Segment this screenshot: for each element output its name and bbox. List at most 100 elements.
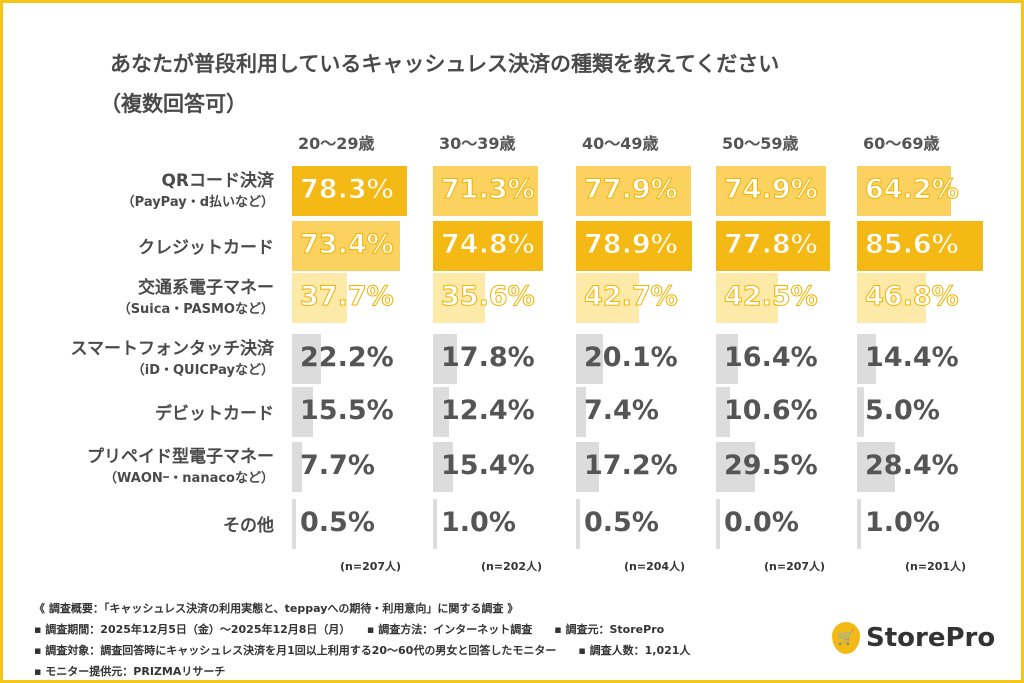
cart-pin-icon: 🛒: [832, 622, 860, 654]
bar: [292, 221, 400, 271]
data-label: 7.7%: [300, 450, 375, 481]
data-label: 0.5%: [300, 507, 375, 538]
data-label: 42.7%: [584, 281, 679, 313]
data-label: 78.3%: [300, 174, 395, 206]
bar: [433, 221, 543, 271]
bar: [292, 499, 296, 549]
bar: [433, 166, 538, 216]
data-label: 85.6%: [865, 229, 960, 261]
data-label: 0.5%: [584, 507, 659, 538]
row-label: デビットカード: [155, 399, 274, 424]
data-label: 22.2%: [300, 342, 394, 373]
column-header: 40〜49歳: [582, 134, 659, 153]
footer-note: ▪ 調査対象：調査回答時にキャッシュレス決済を月1回以上利用する20〜60代の男…: [34, 644, 691, 657]
data-label: 74.8%: [441, 229, 536, 261]
data-label: 78.9%: [584, 229, 679, 261]
data-label: 20.1%: [584, 342, 678, 373]
data-label: 1.0%: [441, 507, 516, 538]
chart-title: あなたが普段利用しているキャッシュレス決済の種類を教えてください: [110, 52, 780, 76]
bar: [433, 273, 486, 323]
data-label: 17.2%: [584, 450, 678, 481]
bar: [576, 221, 692, 271]
data-label: 64.2%: [865, 174, 960, 206]
bar: [857, 334, 877, 384]
chart-subtitle: （複数回答可）: [100, 92, 247, 116]
bar: [857, 166, 952, 216]
bar: [292, 334, 322, 384]
bar: [576, 387, 586, 437]
footer-note: 《 調査概要：「キャッシュレス決済の利用実態と、teppayへの期待・利用意向」…: [34, 602, 519, 615]
data-label: 77.9%: [584, 174, 679, 206]
row-label-main: プリペイド型電子マネー: [87, 447, 274, 467]
data-label: 42.5%: [724, 281, 819, 313]
bar: [857, 442, 895, 492]
bar: [433, 387, 450, 437]
bar: [576, 334, 603, 384]
data-label: 5.0%: [865, 395, 940, 426]
footer-note: ▪ 調査期間：2025年12月5日（金）〜2025年12月8日（月） ▪ 調査方…: [34, 623, 665, 636]
storepro-logo: 🛒 StorePro: [832, 622, 995, 654]
row-label-main: クレジットカード: [138, 238, 274, 258]
bar: [292, 166, 408, 216]
bar: [292, 273, 348, 323]
sample-size: (n=204人): [624, 560, 686, 573]
bar: [433, 334, 457, 384]
bar: [857, 387, 864, 437]
row-label-main: スマートフォンタッチ決済: [70, 339, 275, 359]
data-label: 77.8%: [724, 229, 819, 261]
data-label: 35.6%: [441, 281, 536, 313]
data-label: 73.4%: [300, 229, 395, 261]
row-label-main: QRコード決済: [161, 171, 274, 191]
row-label-sub: （Suica・PASMOなど）: [117, 302, 274, 317]
bar: [576, 273, 639, 323]
row-label-sub: （iD・QUICPayなど）: [131, 363, 274, 378]
data-label: 0.0%: [724, 507, 799, 538]
bar: [716, 442, 756, 492]
bar: [433, 442, 454, 492]
data-label: 28.4%: [865, 450, 959, 481]
row-label-sub: （PayPay・d払いなど）: [121, 195, 274, 210]
row-label: その他: [223, 511, 274, 536]
data-label: 46.8%: [865, 281, 960, 313]
sample-size: (n=201人): [905, 560, 967, 573]
row-label-main: 交通系電子マネー: [138, 278, 274, 298]
bar: [857, 273, 926, 323]
data-label: 14.4%: [865, 342, 959, 373]
row-label-sub: （WAONｰ・nanacoなど）: [104, 471, 274, 486]
column-header: 60〜69歳: [863, 134, 940, 153]
bar: [716, 499, 720, 549]
data-label: 10.6%: [724, 395, 818, 426]
data-label: 17.8%: [441, 342, 535, 373]
logo-text: StorePro: [866, 623, 996, 653]
row-label: QRコード決済 （PayPay・d払いなど）: [122, 166, 274, 210]
bar: [716, 334, 738, 384]
bar: [716, 273, 779, 323]
sample-size: (n=207人): [340, 560, 402, 573]
bar: [576, 499, 580, 549]
data-label: 16.4%: [724, 342, 818, 373]
sample-size: (n=207人): [764, 560, 826, 573]
bar: [716, 166, 827, 216]
data-label: 1.0%: [865, 507, 940, 538]
bar: [576, 442, 599, 492]
column-header: 20〜29歳: [298, 134, 375, 153]
bar: [857, 499, 861, 549]
data-label: 15.4%: [441, 450, 535, 481]
column-header: 30〜39歳: [439, 134, 516, 153]
row-label-main: その他: [223, 516, 274, 536]
bar: [857, 221, 983, 271]
row-label-main: デビットカード: [155, 404, 274, 424]
data-label: 12.4%: [441, 395, 535, 426]
row-label: クレジットカード: [138, 233, 274, 258]
data-label: 15.5%: [300, 395, 394, 426]
row-label: スマートフォンタッチ決済 （iD・QUICPayなど）: [71, 334, 275, 378]
row-label: 交通系電子マネー （Suica・PASMOなど）: [118, 273, 274, 317]
data-label: 74.9%: [724, 174, 819, 206]
data-label: 71.3%: [441, 174, 536, 206]
footer-note: ▪ モニター提供元：PRIZMAリサーチ: [34, 665, 226, 678]
bar: [716, 387, 731, 437]
data-label: 29.5%: [724, 450, 818, 481]
bar: [433, 499, 437, 549]
column-header: 50〜59歳: [722, 134, 799, 153]
